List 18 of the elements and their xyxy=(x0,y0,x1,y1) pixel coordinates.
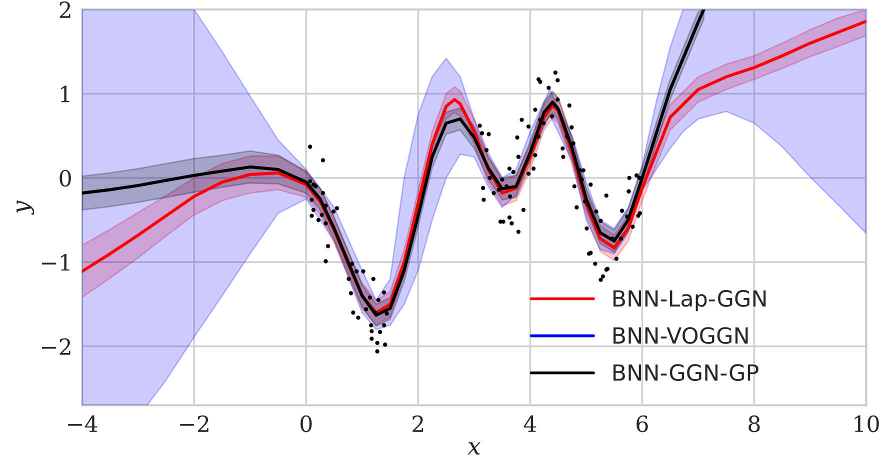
legend-label: BNN-GGN-GP xyxy=(613,364,758,381)
y-tick-label: 1 xyxy=(60,86,70,102)
legend-label: BNN-Lap-GGN xyxy=(613,290,766,312)
x-axis-title: x xyxy=(468,442,480,454)
x-tick-label: −4 xyxy=(68,415,98,432)
x-tick-label: 0 xyxy=(300,415,312,432)
x-tick-label: −2 xyxy=(180,415,208,432)
y-axis-title: y xyxy=(16,200,34,215)
y-tick-label: −1 xyxy=(42,254,70,271)
x-tick-label: 6 xyxy=(636,415,648,432)
legend-label: BNN-VOGGN xyxy=(613,327,748,344)
x-tick-label: 4 xyxy=(524,415,536,432)
y-tick-label: 0 xyxy=(60,170,71,187)
x-tick-label: 8 xyxy=(748,415,760,432)
y-tick-label: −2 xyxy=(42,338,70,355)
x-tick-label: 10 xyxy=(854,415,879,432)
x-tick-label: 2 xyxy=(412,415,424,432)
y-tick-label: 2 xyxy=(60,1,70,18)
